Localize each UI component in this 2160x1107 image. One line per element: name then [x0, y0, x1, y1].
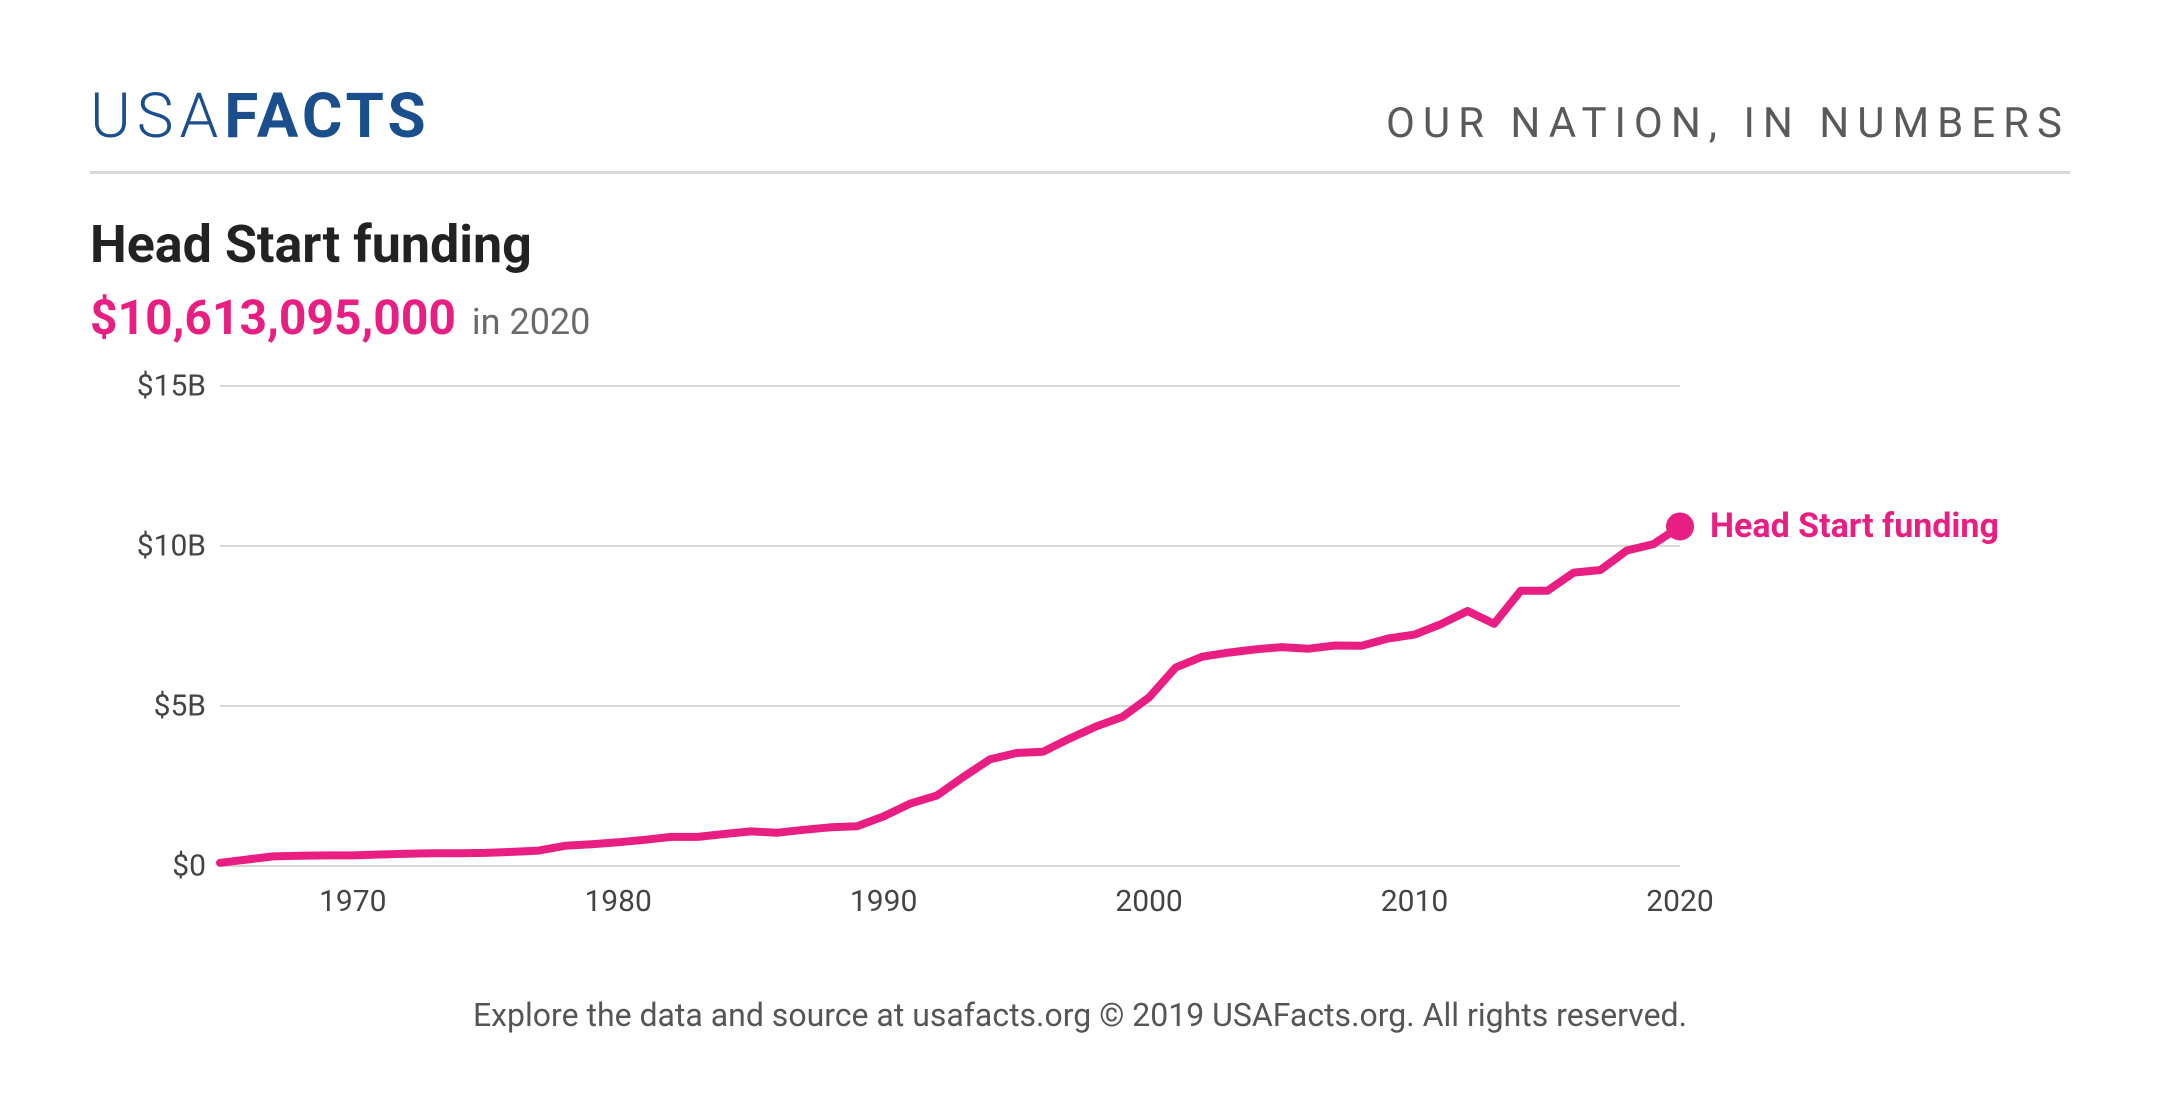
footer-text: Explore the data and source at usafacts.… — [90, 996, 2070, 1034]
header: USAFACTS OUR NATION, IN NUMBERS — [90, 80, 2070, 174]
chart-title: Head Start funding — [90, 214, 2070, 275]
logo: USAFACTS — [90, 80, 430, 153]
series-label: Head Start funding — [1710, 506, 1999, 546]
headline-year: in 2020 — [472, 301, 591, 343]
chart: $0$5B$10B$15B197019801990200020102020Hea… — [90, 376, 2070, 936]
chart-svg — [90, 376, 2070, 936]
logo-light: USA — [90, 80, 224, 153]
tagline: OUR NATION, IN NUMBERS — [1386, 99, 2070, 148]
headline-value-row: $10,613,095,000 in 2020 — [90, 289, 2070, 346]
headline-value: $10,613,095,000 — [90, 289, 456, 346]
logo-bold: FACTS — [224, 80, 429, 153]
end-marker — [1666, 512, 1694, 540]
line-series — [220, 527, 1680, 863]
